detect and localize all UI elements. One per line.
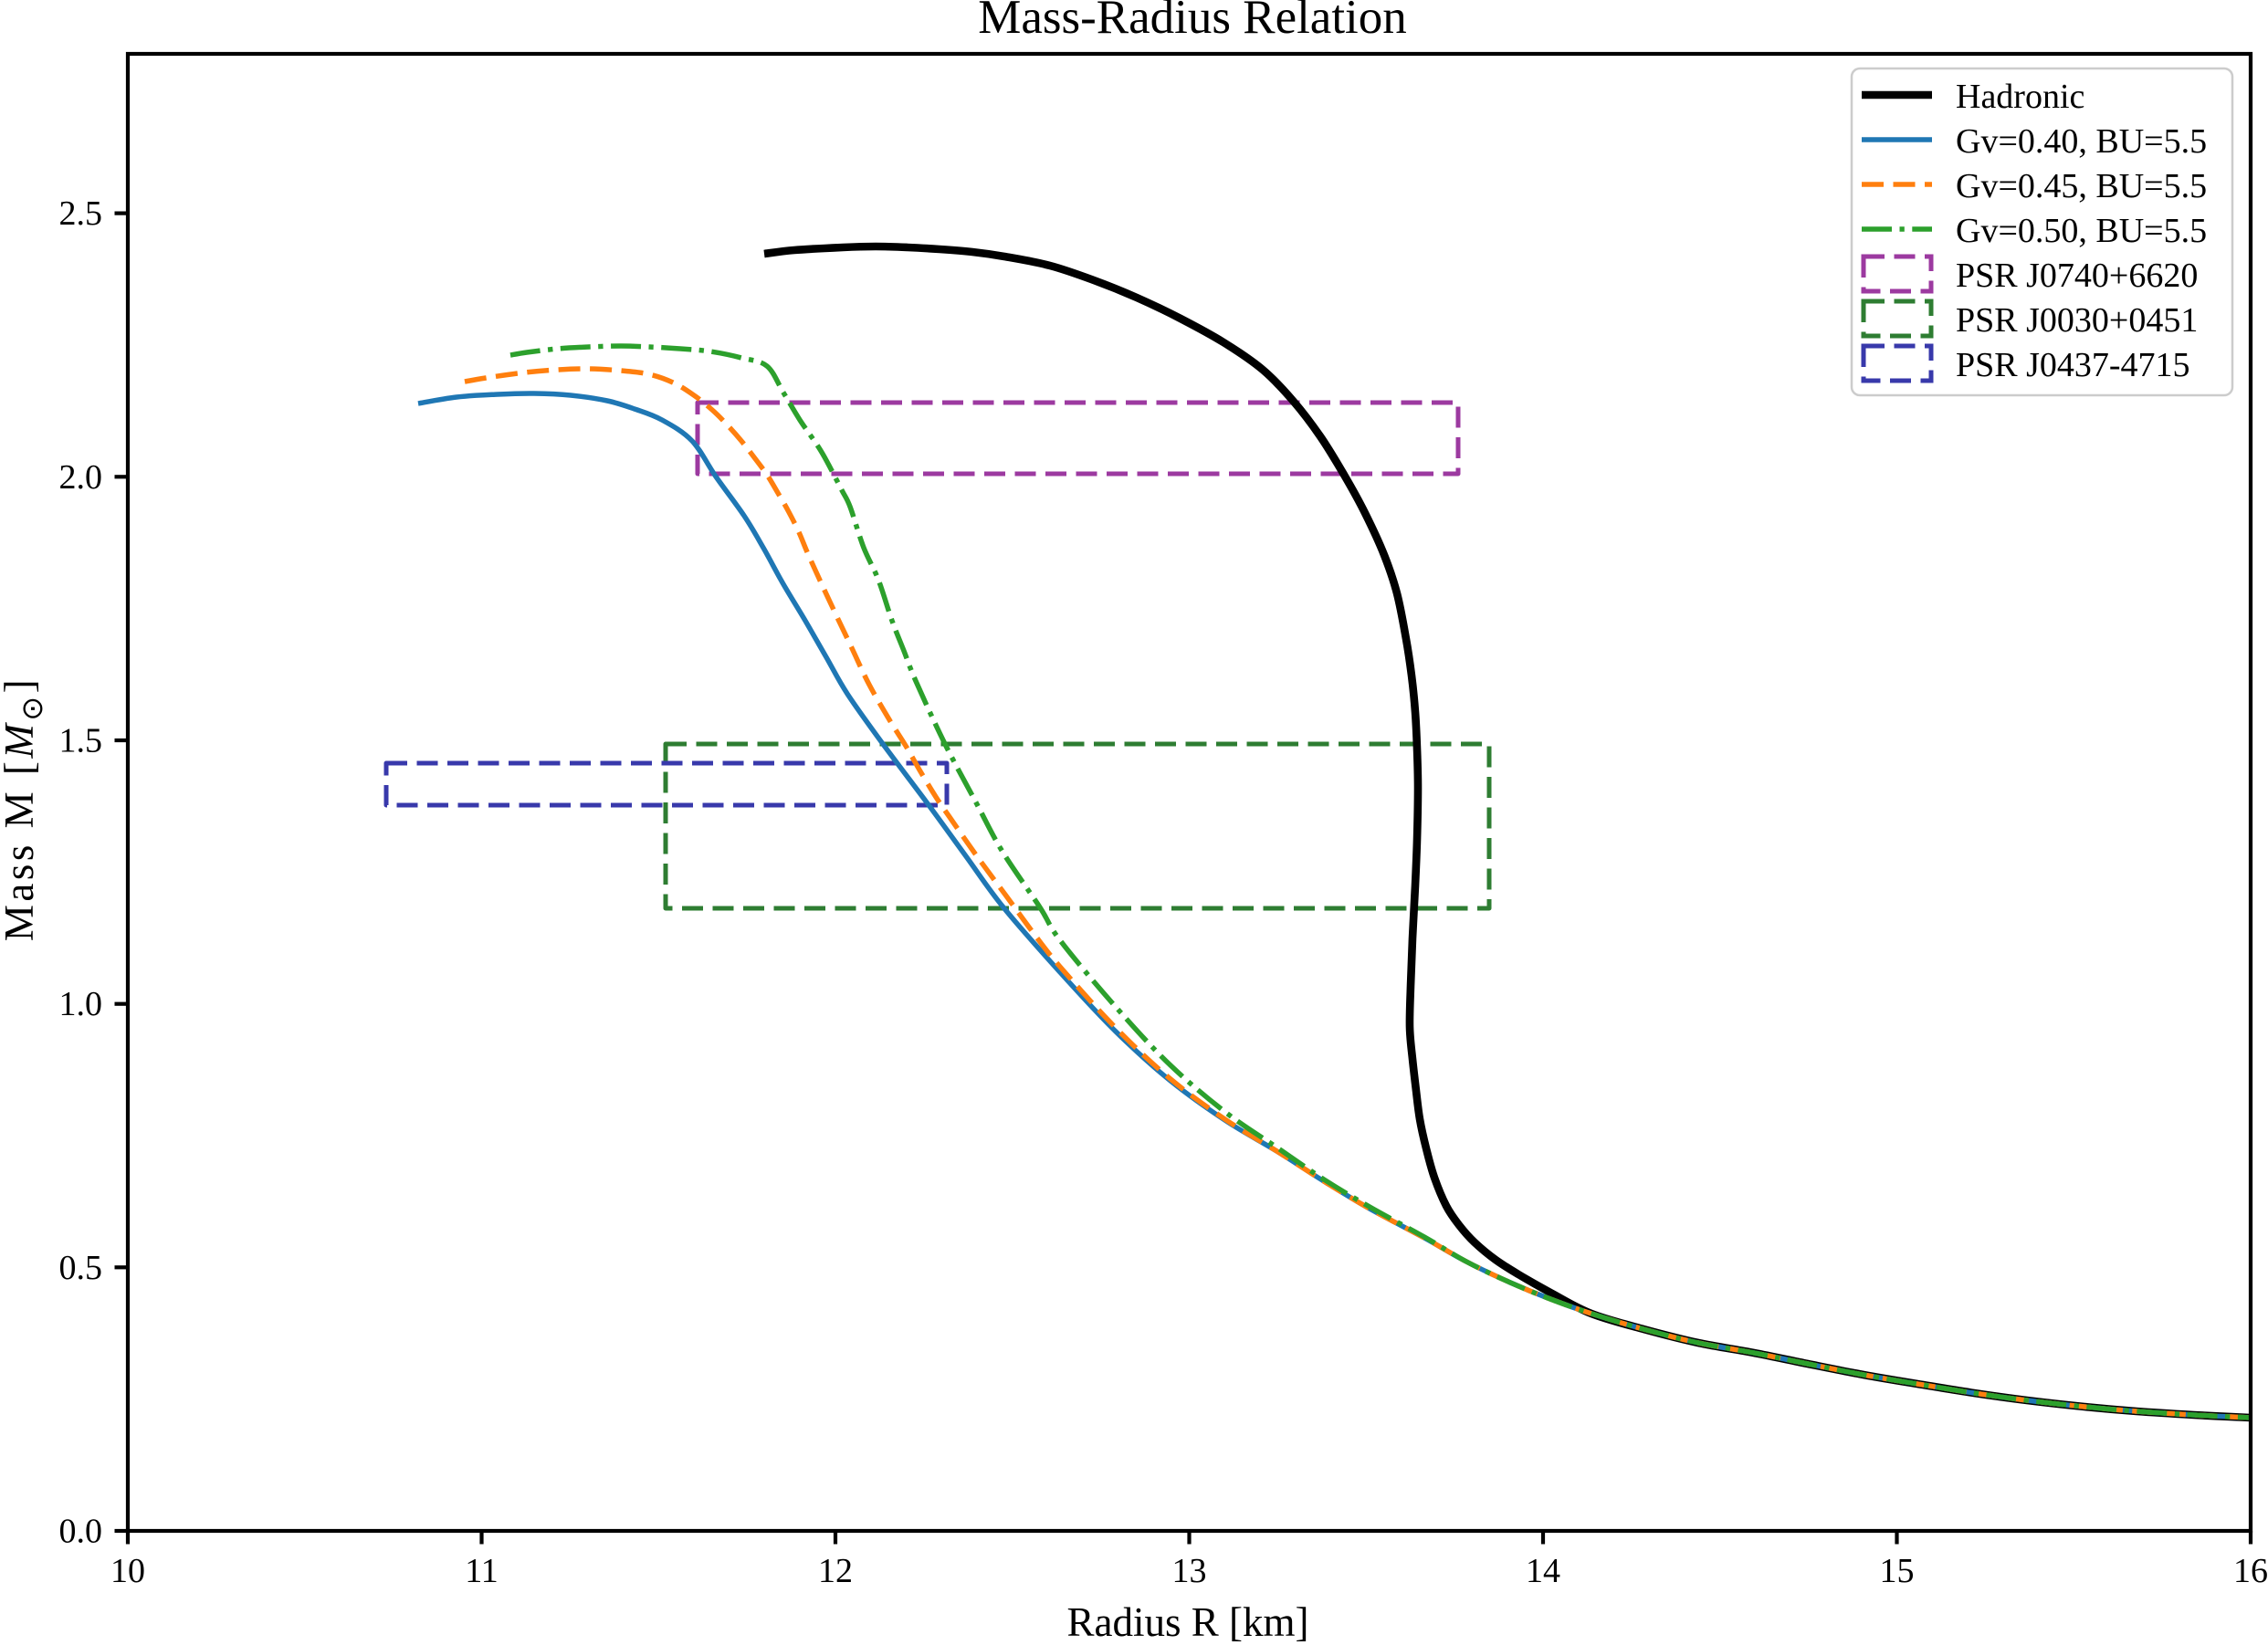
svg-text:10: 10 [110,1552,145,1590]
svg-text:2.5: 2.5 [59,194,103,233]
svg-text:1.0: 1.0 [59,985,103,1023]
svg-text:1.5: 1.5 [59,722,103,760]
svg-text:Radius R [km]: Radius R [km] [1067,1599,1309,1645]
svg-text:15: 15 [1880,1552,1915,1590]
svg-text:12: 12 [818,1552,853,1590]
svg-text:13: 13 [1172,1552,1207,1590]
svg-text:PSR J0437-4715: PSR J0437-4715 [1956,346,2190,384]
svg-text:PSR J0030+0451: PSR J0030+0451 [1956,301,2198,340]
svg-text:Gv=0.40, BU=5.5: Gv=0.40, BU=5.5 [1956,122,2207,161]
svg-text:16: 16 [2233,1552,2268,1590]
svg-text:2.0: 2.0 [59,458,103,497]
svg-text:PSR J0740+6620: PSR J0740+6620 [1956,257,2198,295]
svg-text:0.0: 0.0 [59,1513,103,1551]
svg-text:Hadronic: Hadronic [1956,78,2084,116]
svg-text:Mass-Radius Relation: Mass-Radius Relation [978,0,1407,44]
svg-text:Gv=0.50, BU=5.5: Gv=0.50, BU=5.5 [1956,212,2207,250]
svg-text:0.5: 0.5 [59,1249,103,1287]
svg-text:14: 14 [1526,1552,1560,1590]
svg-text:11: 11 [465,1552,499,1590]
svg-text:Gv=0.45, BU=5.5: Gv=0.45, BU=5.5 [1956,167,2207,205]
